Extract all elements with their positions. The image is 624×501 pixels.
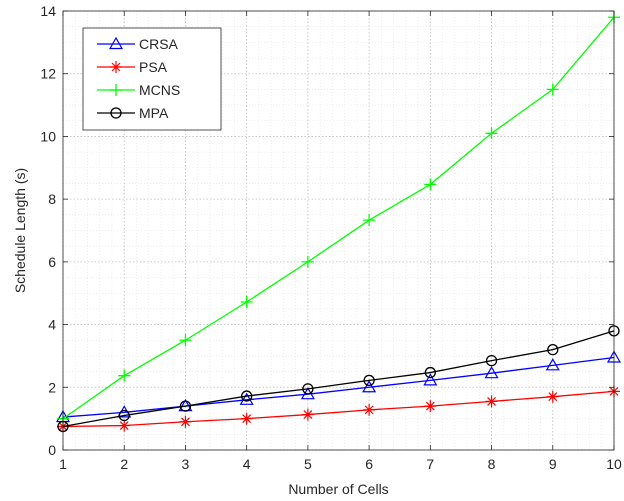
series-line-psa <box>62 390 615 428</box>
x-tick-label: 8 <box>488 456 496 472</box>
data-point-mpa <box>363 374 375 387</box>
x-tick-label: 3 <box>182 456 190 472</box>
y-tick-label: 0 <box>48 442 56 458</box>
x-axis-label: Number of Cells <box>288 481 388 497</box>
data-point-mpa <box>547 344 559 356</box>
data-point-mcns <box>179 334 192 347</box>
x-tick-label: 6 <box>365 456 373 472</box>
y-tick-label: 8 <box>48 191 56 207</box>
legend-marker-psa <box>110 61 122 73</box>
data-point-mcns <box>301 255 314 268</box>
y-tick-label: 10 <box>40 128 56 144</box>
legend-label-mpa: MPA <box>139 105 169 121</box>
data-point-mcns <box>485 127 498 140</box>
data-point-mcns <box>424 178 437 191</box>
data-point-psa <box>363 403 376 416</box>
legend: CRSA PSA MCNS MPA <box>82 27 222 131</box>
series-line-mpa <box>62 330 615 428</box>
series-line-mcns <box>62 16 615 420</box>
y-tick-label: 4 <box>48 317 56 333</box>
data-point-mpa <box>424 366 436 379</box>
data-point-crsa <box>484 365 499 379</box>
series-mcns <box>57 11 620 425</box>
x-tick-label: 1 <box>59 456 67 472</box>
data-point-crsa <box>423 373 438 386</box>
data-point-mpa <box>485 354 498 367</box>
data-point-mpa <box>179 400 192 412</box>
y-tick-label: 12 <box>40 66 56 82</box>
data-point-crsa <box>545 358 560 371</box>
data-point-mcns <box>240 295 253 308</box>
data-point-psa <box>301 408 314 421</box>
x-tick-label: 10 <box>606 456 622 472</box>
data-point-psa <box>179 415 192 428</box>
x-tick-label: 7 <box>426 456 434 472</box>
data-point-psa <box>546 390 559 403</box>
x-tick-label: 9 <box>549 456 557 472</box>
data-point-crsa <box>239 392 254 405</box>
data-point-mpa <box>118 409 130 422</box>
y-axis-label: Schedule Length (s) <box>12 168 28 293</box>
data-point-psa <box>118 419 131 432</box>
data-point-mpa <box>302 383 314 395</box>
legend-label-crsa: CRSA <box>139 36 179 52</box>
y-tick-label: 2 <box>48 379 56 395</box>
series-line-crsa <box>62 356 615 418</box>
y-tick-label: 6 <box>48 254 56 270</box>
x-tick-label: 5 <box>304 456 312 472</box>
y-tick-label: 14 <box>40 3 56 19</box>
data-point-psa <box>485 395 498 408</box>
plot-frame <box>62 10 615 451</box>
grid <box>62 10 615 451</box>
legend-marker-crsa <box>108 36 124 50</box>
legend-label-mcns: MCNS <box>139 82 180 98</box>
series-psa <box>57 385 620 433</box>
data-point-mcns <box>363 214 376 227</box>
data-point-psa <box>240 412 253 425</box>
legend-marker-mcns <box>110 84 122 96</box>
data-point-mcns <box>118 369 131 382</box>
data-point-mpa <box>241 390 253 402</box>
x-tick-label: 4 <box>243 456 251 472</box>
legend-label-psa: PSA <box>139 59 168 75</box>
x-tick-label: 2 <box>120 456 128 472</box>
data-point-psa <box>424 400 437 413</box>
data-point-mcns <box>546 83 559 96</box>
data-point-crsa <box>362 380 377 393</box>
legend-marker-mpa <box>110 107 122 119</box>
